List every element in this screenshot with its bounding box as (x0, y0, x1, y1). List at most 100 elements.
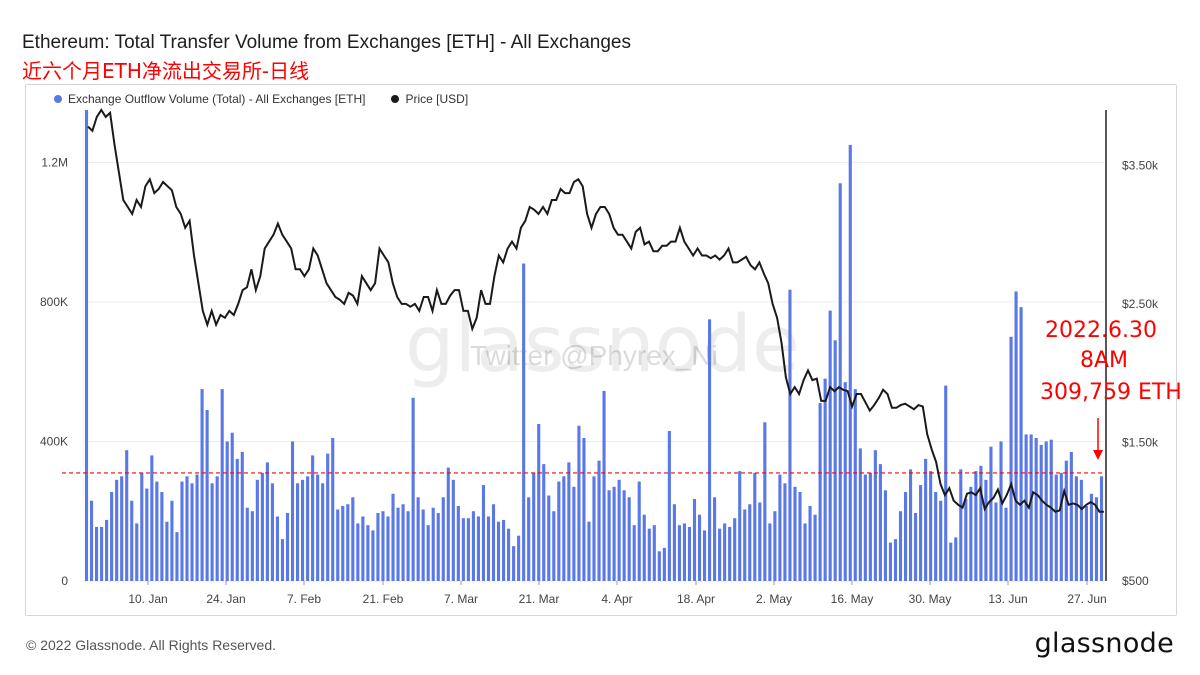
outflow-bar (456, 505, 460, 581)
outflow-bar (672, 504, 676, 581)
outflow-bar (858, 448, 862, 581)
outflow-bar (512, 546, 516, 581)
outflow-bar (145, 488, 149, 581)
outflow-bar (652, 525, 656, 581)
chart-title: Ethereum: Total Transfer Volume from Exc… (22, 32, 631, 53)
outflow-bar (919, 485, 923, 581)
outflow-bar (341, 505, 345, 581)
outflow-bar (833, 340, 837, 581)
outflow-bar (481, 485, 486, 581)
outflow-bar (697, 514, 702, 581)
outflow-bar (597, 460, 601, 581)
outflow-bar (1049, 439, 1053, 581)
outflow-bar (954, 537, 958, 581)
x-tick-label: 4. Apr (601, 592, 632, 606)
outflow-bar (321, 483, 325, 581)
legend-price-swatch (391, 95, 400, 103)
outflow-bar (577, 425, 581, 581)
outflow-bar (1009, 336, 1013, 581)
outflow-bar (868, 472, 872, 581)
outflow-bar (818, 403, 822, 581)
outflow-bar (89, 500, 94, 581)
outflow-bar (1034, 437, 1038, 581)
outflow-bar (290, 441, 295, 581)
outflow-bar (386, 516, 390, 581)
outflow-bar (381, 511, 385, 581)
outflow-bar (738, 471, 742, 581)
outflow-bar (84, 110, 89, 581)
outflow-bar (1074, 476, 1078, 581)
outflow-bar (446, 467, 450, 581)
outflow-bar (160, 492, 164, 581)
y-right-tick-label: $500 (1122, 574, 1149, 588)
outflow-bar (969, 486, 973, 581)
outflow-bar (944, 385, 948, 581)
outflow-bar (120, 476, 124, 581)
outflow-bar (1089, 493, 1093, 581)
annotation-value: 309,759 ETH (1040, 380, 1182, 405)
outflow-bar (517, 535, 521, 581)
outflow-bar (612, 486, 616, 581)
legend-item-price[interactable]: Price [USD] (391, 92, 468, 106)
outflow-bar (265, 462, 269, 581)
outflow-bar (507, 528, 511, 581)
chart-legend: Exchange Outflow Volume (Total) - All Ex… (54, 92, 468, 106)
outflow-bar (175, 532, 179, 581)
outflow-bar (878, 464, 882, 581)
x-tick-label: 16. May (831, 592, 874, 606)
outflow-bar (667, 430, 671, 581)
outflow-bar (743, 509, 747, 581)
outflow-bar (557, 481, 561, 581)
outflow-bar (351, 497, 355, 581)
outflow-bar (783, 483, 787, 581)
outflow-bar (758, 502, 762, 581)
annotation-time: 8AM (1080, 348, 1129, 373)
outflow-bar (190, 483, 194, 581)
outflow-bar (702, 530, 707, 581)
outflow-bar (270, 483, 274, 581)
outflow-bar (1084, 505, 1088, 581)
outflow-bar (235, 458, 239, 581)
outflow-bar (637, 481, 641, 581)
x-tick-label: 21. Mar (519, 592, 560, 606)
outflow-bar (527, 497, 531, 581)
outflow-bar (733, 518, 737, 581)
outflow-bar (798, 492, 802, 581)
x-tick-label: 21. Feb (363, 592, 404, 606)
outflow-bar (140, 472, 144, 581)
x-tick-label: 10. Jan (128, 592, 167, 606)
outflow-bar (356, 523, 360, 581)
outflow-bar (476, 516, 480, 581)
outflow-bar (396, 507, 400, 581)
outflow-bar (451, 479, 455, 581)
outflow-bar (959, 469, 963, 581)
outflow-bar (808, 505, 812, 581)
y-left-tick-label: 400K (40, 434, 68, 448)
outflow-bar (255, 479, 259, 581)
outflow-bar (225, 441, 229, 581)
outflow-bar (1004, 507, 1008, 581)
outflow-bar (934, 492, 938, 581)
chart-panel (25, 84, 1177, 616)
outflow-bar (170, 500, 174, 581)
outflow-bar (768, 523, 772, 581)
x-tick-label: 13. Jun (988, 592, 1027, 606)
outflow-bar (1099, 476, 1104, 581)
chart-subtitle: 近六个月ETH净流出交易所-日线 (22, 59, 310, 83)
outflow-bar (125, 450, 129, 581)
outflow-bar (486, 516, 491, 581)
outflow-bar (180, 481, 184, 581)
outflow-bar (185, 476, 189, 581)
legend-item-outflow[interactable]: Exchange Outflow Volume (Total) - All Ex… (54, 92, 365, 106)
legend-price-label: Price [USD] (405, 92, 469, 106)
outflow-bar (1029, 434, 1033, 581)
y-right-tick-label: $1.50k (1122, 435, 1159, 449)
outflow-bar (974, 471, 978, 581)
outflow-bar (496, 521, 501, 581)
outflow-bar (617, 479, 621, 581)
outflow-bar (964, 499, 968, 581)
outflow-bar (723, 523, 727, 581)
outflow-bar (924, 458, 928, 581)
outflow-bars (62, 110, 1104, 581)
